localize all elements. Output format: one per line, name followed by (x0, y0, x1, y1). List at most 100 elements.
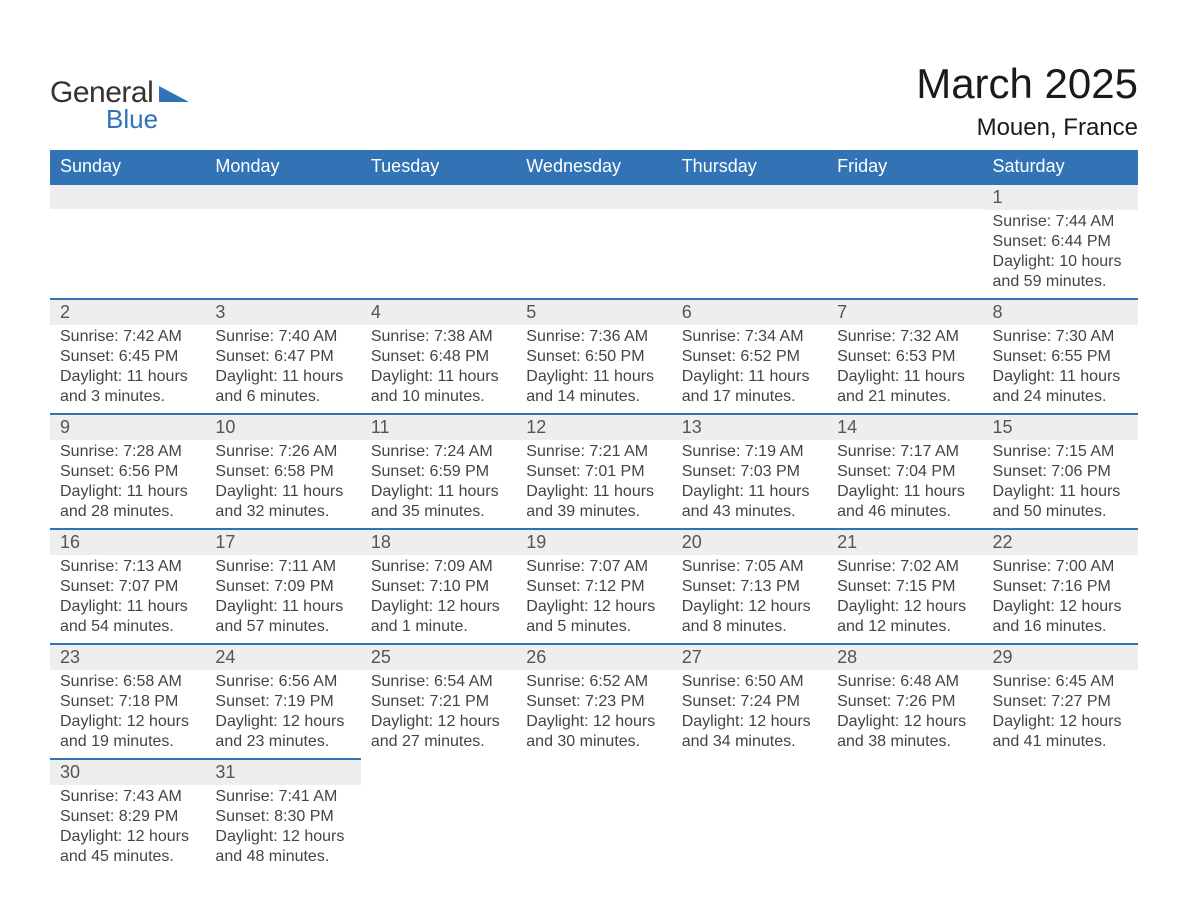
day-body: Sunrise: 7:19 AMSunset: 7:03 PMDaylight:… (672, 440, 827, 528)
sunset-text: Sunset: 7:13 PM (682, 577, 817, 597)
day-body: Sunrise: 7:26 AMSunset: 6:58 PMDaylight:… (205, 440, 360, 528)
day-cell (672, 758, 827, 873)
sunrise-text: Sunrise: 7:09 AM (371, 557, 506, 577)
logo-text-blue: Blue (106, 104, 189, 135)
day-number: 17 (205, 528, 360, 555)
sunset-text: Sunset: 7:16 PM (993, 577, 1128, 597)
week-row: 1Sunrise: 7:44 AMSunset: 6:44 PMDaylight… (50, 183, 1138, 298)
day-body: Sunrise: 7:28 AMSunset: 6:56 PMDaylight:… (50, 440, 205, 528)
sunrise-text: Sunrise: 7:28 AM (60, 442, 195, 462)
day-number: 2 (50, 298, 205, 325)
sunrise-text: Sunrise: 7:40 AM (215, 327, 350, 347)
day-cell (983, 758, 1138, 873)
day-body: Sunrise: 7:40 AMSunset: 6:47 PMDaylight:… (205, 325, 360, 413)
day-cell: 2Sunrise: 7:42 AMSunset: 6:45 PMDaylight… (50, 298, 205, 413)
sunrise-text: Sunrise: 7:42 AM (60, 327, 195, 347)
day-number: 30 (50, 758, 205, 785)
sunrise-text: Sunrise: 7:13 AM (60, 557, 195, 577)
day-number: 23 (50, 643, 205, 670)
day-number: 13 (672, 413, 827, 440)
day-body: Sunrise: 7:30 AMSunset: 6:55 PMDaylight:… (983, 325, 1138, 413)
day-number: 3 (205, 298, 360, 325)
daylight-text: Daylight: 11 hours and 24 minutes. (993, 367, 1128, 407)
day-cell: 22Sunrise: 7:00 AMSunset: 7:16 PMDayligh… (983, 528, 1138, 643)
sunrise-text: Sunrise: 7:43 AM (60, 787, 195, 807)
day-body: Sunrise: 7:38 AMSunset: 6:48 PMDaylight:… (361, 325, 516, 413)
day-number: 18 (361, 528, 516, 555)
sunset-text: Sunset: 8:29 PM (60, 807, 195, 827)
day-body: Sunrise: 6:54 AMSunset: 7:21 PMDaylight:… (361, 670, 516, 758)
day-cell: 13Sunrise: 7:19 AMSunset: 7:03 PMDayligh… (672, 413, 827, 528)
day-cell: 7Sunrise: 7:32 AMSunset: 6:53 PMDaylight… (827, 298, 982, 413)
sunset-text: Sunset: 7:26 PM (837, 692, 972, 712)
day-cell: 9Sunrise: 7:28 AMSunset: 6:56 PMDaylight… (50, 413, 205, 528)
day-body: Sunrise: 6:58 AMSunset: 7:18 PMDaylight:… (50, 670, 205, 758)
day-body: Sunrise: 7:21 AMSunset: 7:01 PMDaylight:… (516, 440, 671, 528)
day-body: Sunrise: 7:32 AMSunset: 6:53 PMDaylight:… (827, 325, 982, 413)
day-number: 28 (827, 643, 982, 670)
day-number: 1 (983, 183, 1138, 210)
sunset-text: Sunset: 8:30 PM (215, 807, 350, 827)
daylight-text: Daylight: 12 hours and 16 minutes. (993, 597, 1128, 637)
week-row: 23Sunrise: 6:58 AMSunset: 7:18 PMDayligh… (50, 643, 1138, 758)
day-number: 5 (516, 298, 671, 325)
sunset-text: Sunset: 6:53 PM (837, 347, 972, 367)
day-cell: 3Sunrise: 7:40 AMSunset: 6:47 PMDaylight… (205, 298, 360, 413)
sunset-text: Sunset: 7:04 PM (837, 462, 972, 482)
sunset-text: Sunset: 7:23 PM (526, 692, 661, 712)
day-cell (827, 183, 982, 298)
daylight-text: Daylight: 11 hours and 17 minutes. (682, 367, 817, 407)
daylight-text: Daylight: 12 hours and 5 minutes. (526, 597, 661, 637)
day-cell (516, 183, 671, 298)
location-label: Mouen, France (916, 114, 1138, 142)
day-cell: 10Sunrise: 7:26 AMSunset: 6:58 PMDayligh… (205, 413, 360, 528)
month-title: March 2025 (916, 60, 1138, 108)
day-number: 24 (205, 643, 360, 670)
day-cell: 23Sunrise: 6:58 AMSunset: 7:18 PMDayligh… (50, 643, 205, 758)
calendar: SundayMondayTuesdayWednesdayThursdayFrid… (50, 150, 1138, 873)
sunrise-text: Sunrise: 7:21 AM (526, 442, 661, 462)
sunset-text: Sunset: 7:24 PM (682, 692, 817, 712)
logo: General Blue (50, 76, 189, 135)
day-body: Sunrise: 6:52 AMSunset: 7:23 PMDaylight:… (516, 670, 671, 758)
day-number: 12 (516, 413, 671, 440)
day-number: 26 (516, 643, 671, 670)
sunset-text: Sunset: 6:58 PM (215, 462, 350, 482)
weekday-header: Saturday (983, 150, 1138, 183)
empty-day-body (516, 209, 671, 297)
day-cell: 30Sunrise: 7:43 AMSunset: 8:29 PMDayligh… (50, 758, 205, 873)
sunrise-text: Sunrise: 7:17 AM (837, 442, 972, 462)
daylight-text: Daylight: 10 hours and 59 minutes. (993, 252, 1128, 292)
day-cell (50, 183, 205, 298)
daylight-text: Daylight: 11 hours and 43 minutes. (682, 482, 817, 522)
empty-day-strip (516, 183, 671, 209)
sunrise-text: Sunrise: 7:24 AM (371, 442, 506, 462)
daylight-text: Daylight: 11 hours and 46 minutes. (837, 482, 972, 522)
day-cell (205, 183, 360, 298)
sunrise-text: Sunrise: 7:00 AM (993, 557, 1128, 577)
day-body: Sunrise: 7:15 AMSunset: 7:06 PMDaylight:… (983, 440, 1138, 528)
day-cell: 16Sunrise: 7:13 AMSunset: 7:07 PMDayligh… (50, 528, 205, 643)
daylight-text: Daylight: 11 hours and 39 minutes. (526, 482, 661, 522)
sunrise-text: Sunrise: 7:38 AM (371, 327, 506, 347)
daylight-text: Daylight: 11 hours and 54 minutes. (60, 597, 195, 637)
day-body: Sunrise: 6:45 AMSunset: 7:27 PMDaylight:… (983, 670, 1138, 758)
daylight-text: Daylight: 11 hours and 57 minutes. (215, 597, 350, 637)
sunrise-text: Sunrise: 6:52 AM (526, 672, 661, 692)
day-cell: 8Sunrise: 7:30 AMSunset: 6:55 PMDaylight… (983, 298, 1138, 413)
day-cell (672, 183, 827, 298)
day-cell: 11Sunrise: 7:24 AMSunset: 6:59 PMDayligh… (361, 413, 516, 528)
sunrise-text: Sunrise: 6:54 AM (371, 672, 506, 692)
day-number: 11 (361, 413, 516, 440)
empty-day-strip (827, 183, 982, 209)
sunrise-text: Sunrise: 6:58 AM (60, 672, 195, 692)
week-row: 30Sunrise: 7:43 AMSunset: 8:29 PMDayligh… (50, 758, 1138, 873)
sunrise-text: Sunrise: 6:56 AM (215, 672, 350, 692)
day-cell: 21Sunrise: 7:02 AMSunset: 7:15 PMDayligh… (827, 528, 982, 643)
sunrise-text: Sunrise: 7:15 AM (993, 442, 1128, 462)
sunset-text: Sunset: 7:10 PM (371, 577, 506, 597)
sunset-text: Sunset: 7:12 PM (526, 577, 661, 597)
day-body: Sunrise: 7:41 AMSunset: 8:30 PMDaylight:… (205, 785, 360, 873)
empty-day-body (827, 209, 982, 297)
day-number: 10 (205, 413, 360, 440)
